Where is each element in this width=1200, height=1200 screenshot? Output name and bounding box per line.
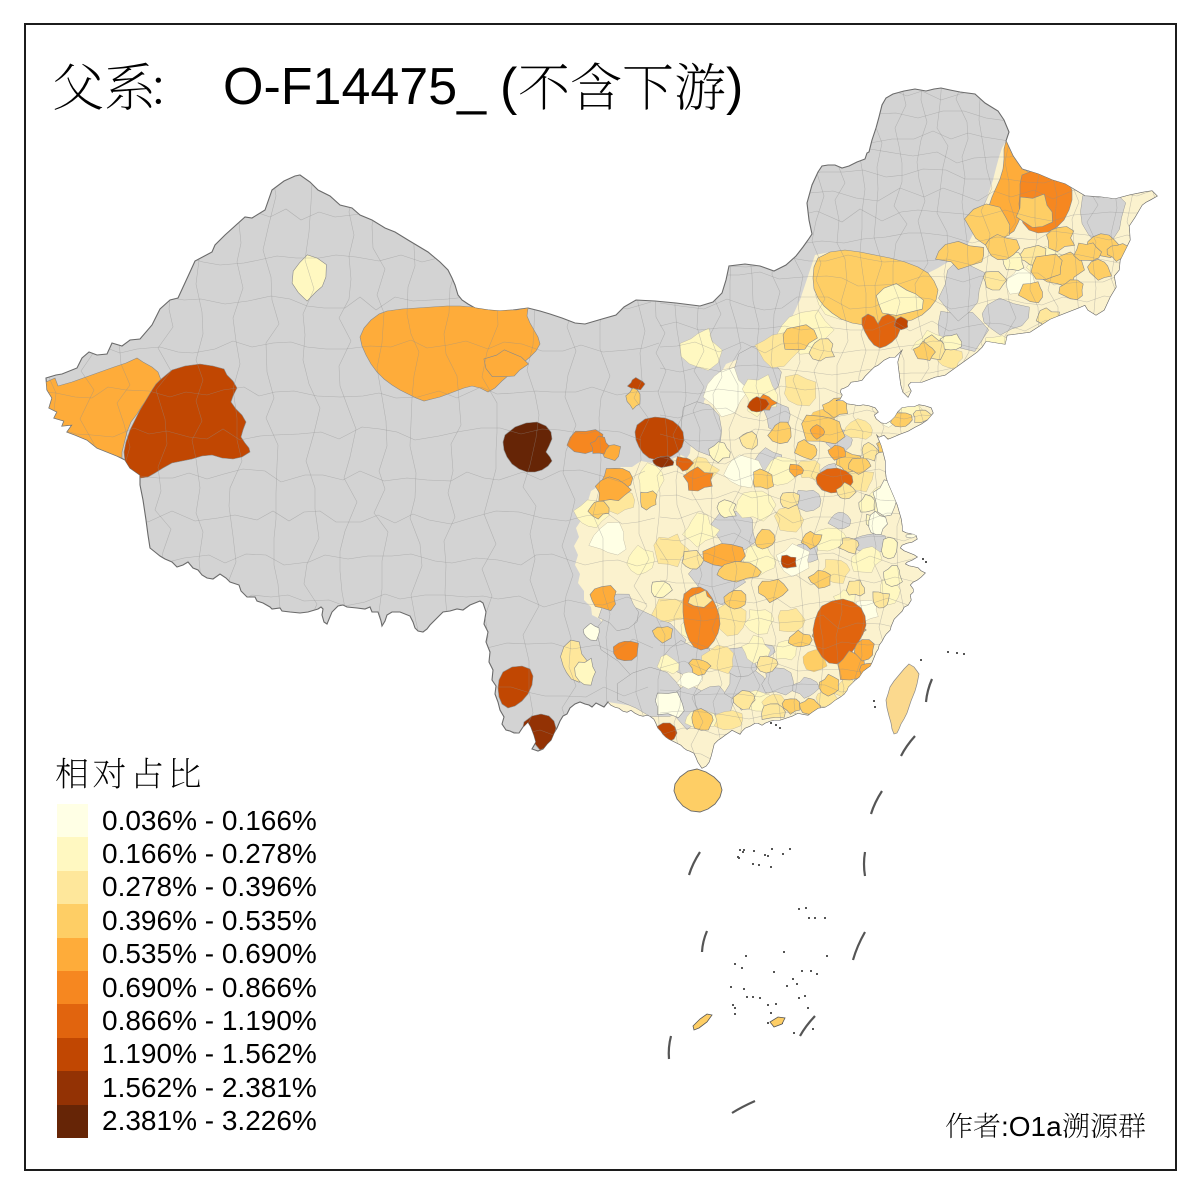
svg-text:O-F14475_: O-F14475_ bbox=[223, 58, 487, 116]
svg-text:): ) bbox=[726, 58, 743, 116]
svg-text:(: ( bbox=[500, 58, 518, 116]
svg-text::O1a: :O1a bbox=[1001, 1111, 1062, 1142]
